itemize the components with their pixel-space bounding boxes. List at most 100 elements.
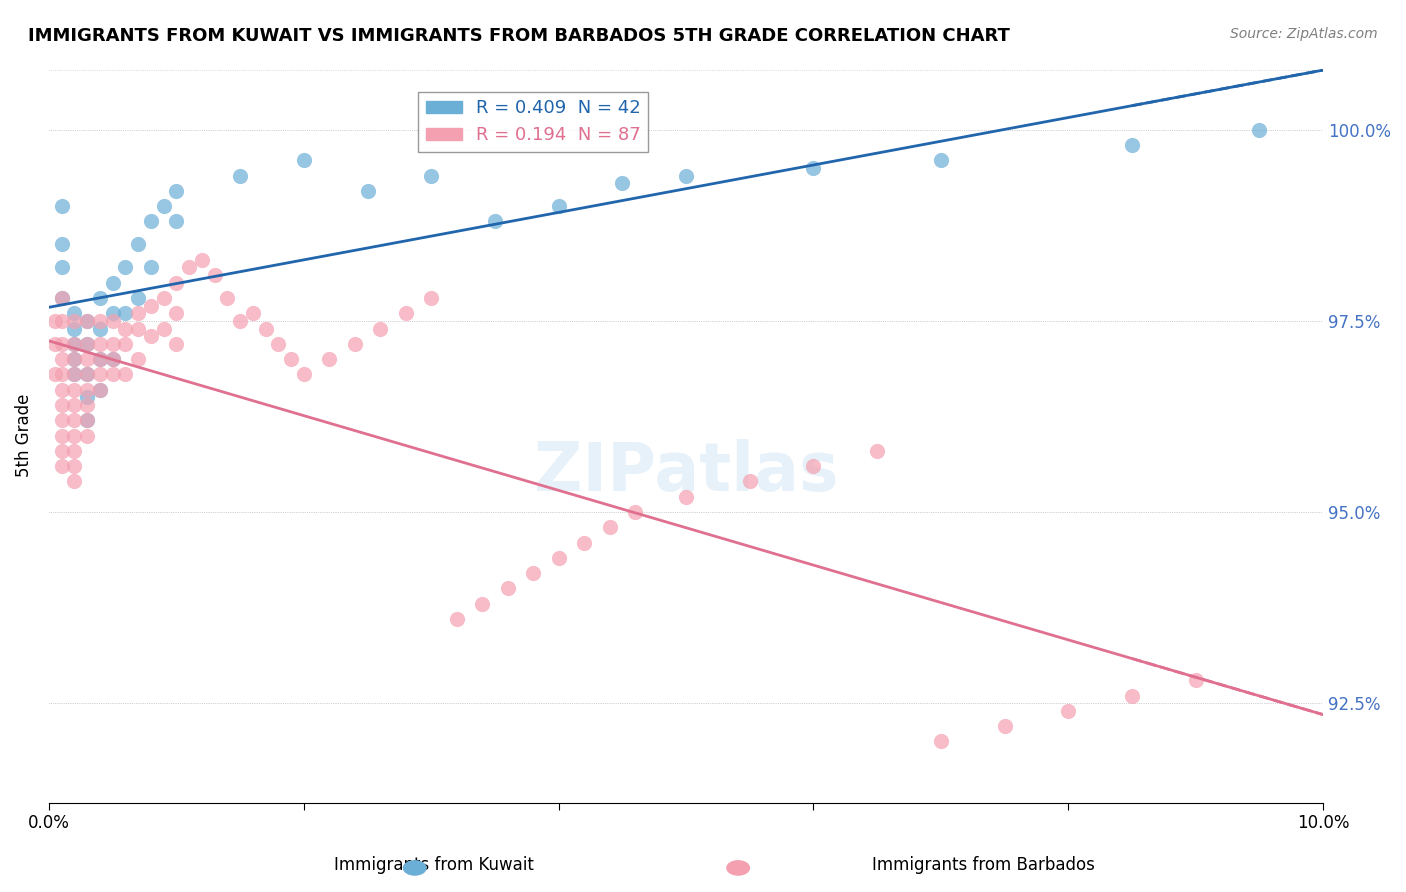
Point	[803, 459, 825, 474]
Point	[51, 352, 73, 367]
Y-axis label: 5th Grade: 5th Grade	[15, 394, 32, 477]
Point	[229, 169, 252, 183]
Point	[152, 291, 174, 305]
Point	[63, 475, 86, 489]
Point	[471, 597, 494, 611]
Point	[76, 352, 98, 367]
Point	[395, 306, 418, 320]
Point	[114, 260, 136, 275]
Point	[101, 352, 124, 367]
Point	[51, 314, 73, 328]
Point	[114, 368, 136, 382]
Point	[572, 535, 595, 549]
Point	[179, 260, 201, 275]
Point	[63, 413, 86, 427]
Point	[76, 314, 98, 328]
Point	[165, 336, 187, 351]
Text: Source: ZipAtlas.com: Source: ZipAtlas.com	[1230, 27, 1378, 41]
Point	[127, 306, 149, 320]
Point	[675, 169, 697, 183]
Point	[803, 161, 825, 175]
Point	[446, 612, 468, 626]
Point	[51, 428, 73, 442]
Point	[63, 321, 86, 335]
Point	[63, 352, 86, 367]
Point	[139, 214, 162, 228]
Point	[63, 352, 86, 367]
Point	[89, 352, 111, 367]
Point	[89, 336, 111, 351]
Point	[76, 428, 98, 442]
Point	[89, 368, 111, 382]
Point	[76, 413, 98, 427]
Point	[217, 291, 239, 305]
Point	[114, 306, 136, 320]
Point	[51, 336, 73, 351]
Point	[866, 443, 889, 458]
Point	[89, 383, 111, 397]
Point	[76, 336, 98, 351]
Text: Immigrants from Barbados: Immigrants from Barbados	[872, 856, 1095, 874]
Point	[496, 582, 519, 596]
Point	[44, 314, 66, 328]
Point	[165, 184, 187, 198]
Point	[101, 314, 124, 328]
Text: Immigrants from Kuwait: Immigrants from Kuwait	[335, 856, 534, 874]
Point	[929, 734, 952, 748]
Point	[63, 336, 86, 351]
Point	[89, 352, 111, 367]
Text: IMMIGRANTS FROM KUWAIT VS IMMIGRANTS FROM BARBADOS 5TH GRADE CORRELATION CHART: IMMIGRANTS FROM KUWAIT VS IMMIGRANTS FRO…	[28, 27, 1010, 45]
Point	[63, 443, 86, 458]
Text: ZIPatlas: ZIPatlas	[534, 439, 838, 505]
Point	[44, 368, 66, 382]
Point	[318, 352, 340, 367]
Point	[267, 336, 290, 351]
Point	[63, 368, 86, 382]
Point	[51, 383, 73, 397]
Point	[76, 398, 98, 412]
Point	[63, 459, 86, 474]
Point	[738, 475, 761, 489]
Point	[51, 443, 73, 458]
Point	[51, 291, 73, 305]
Point	[76, 390, 98, 404]
Point	[356, 184, 378, 198]
Point	[191, 252, 214, 267]
Point	[89, 383, 111, 397]
Point	[139, 260, 162, 275]
Point	[612, 176, 634, 190]
Point	[127, 291, 149, 305]
Point	[929, 153, 952, 168]
Point	[522, 566, 544, 581]
Point	[127, 237, 149, 252]
Point	[254, 321, 277, 335]
Point	[101, 276, 124, 290]
Point	[280, 352, 302, 367]
Point	[101, 368, 124, 382]
Point	[63, 336, 86, 351]
Point	[165, 276, 187, 290]
Point	[76, 413, 98, 427]
Point	[89, 321, 111, 335]
Point	[547, 199, 569, 213]
Point	[675, 490, 697, 504]
Point	[101, 336, 124, 351]
Point	[204, 268, 226, 282]
Point	[152, 321, 174, 335]
Point	[101, 306, 124, 320]
Point	[76, 383, 98, 397]
Point	[101, 352, 124, 367]
Legend: R = 0.409  N = 42, R = 0.194  N = 87: R = 0.409 N = 42, R = 0.194 N = 87	[418, 92, 648, 152]
Point	[994, 719, 1017, 733]
Point	[51, 398, 73, 412]
Point	[1121, 689, 1143, 703]
Point	[127, 352, 149, 367]
Point	[51, 237, 73, 252]
Point	[547, 550, 569, 565]
Point	[51, 413, 73, 427]
Point	[51, 459, 73, 474]
Point	[139, 299, 162, 313]
Point	[63, 314, 86, 328]
Point	[89, 291, 111, 305]
Point	[624, 505, 647, 519]
